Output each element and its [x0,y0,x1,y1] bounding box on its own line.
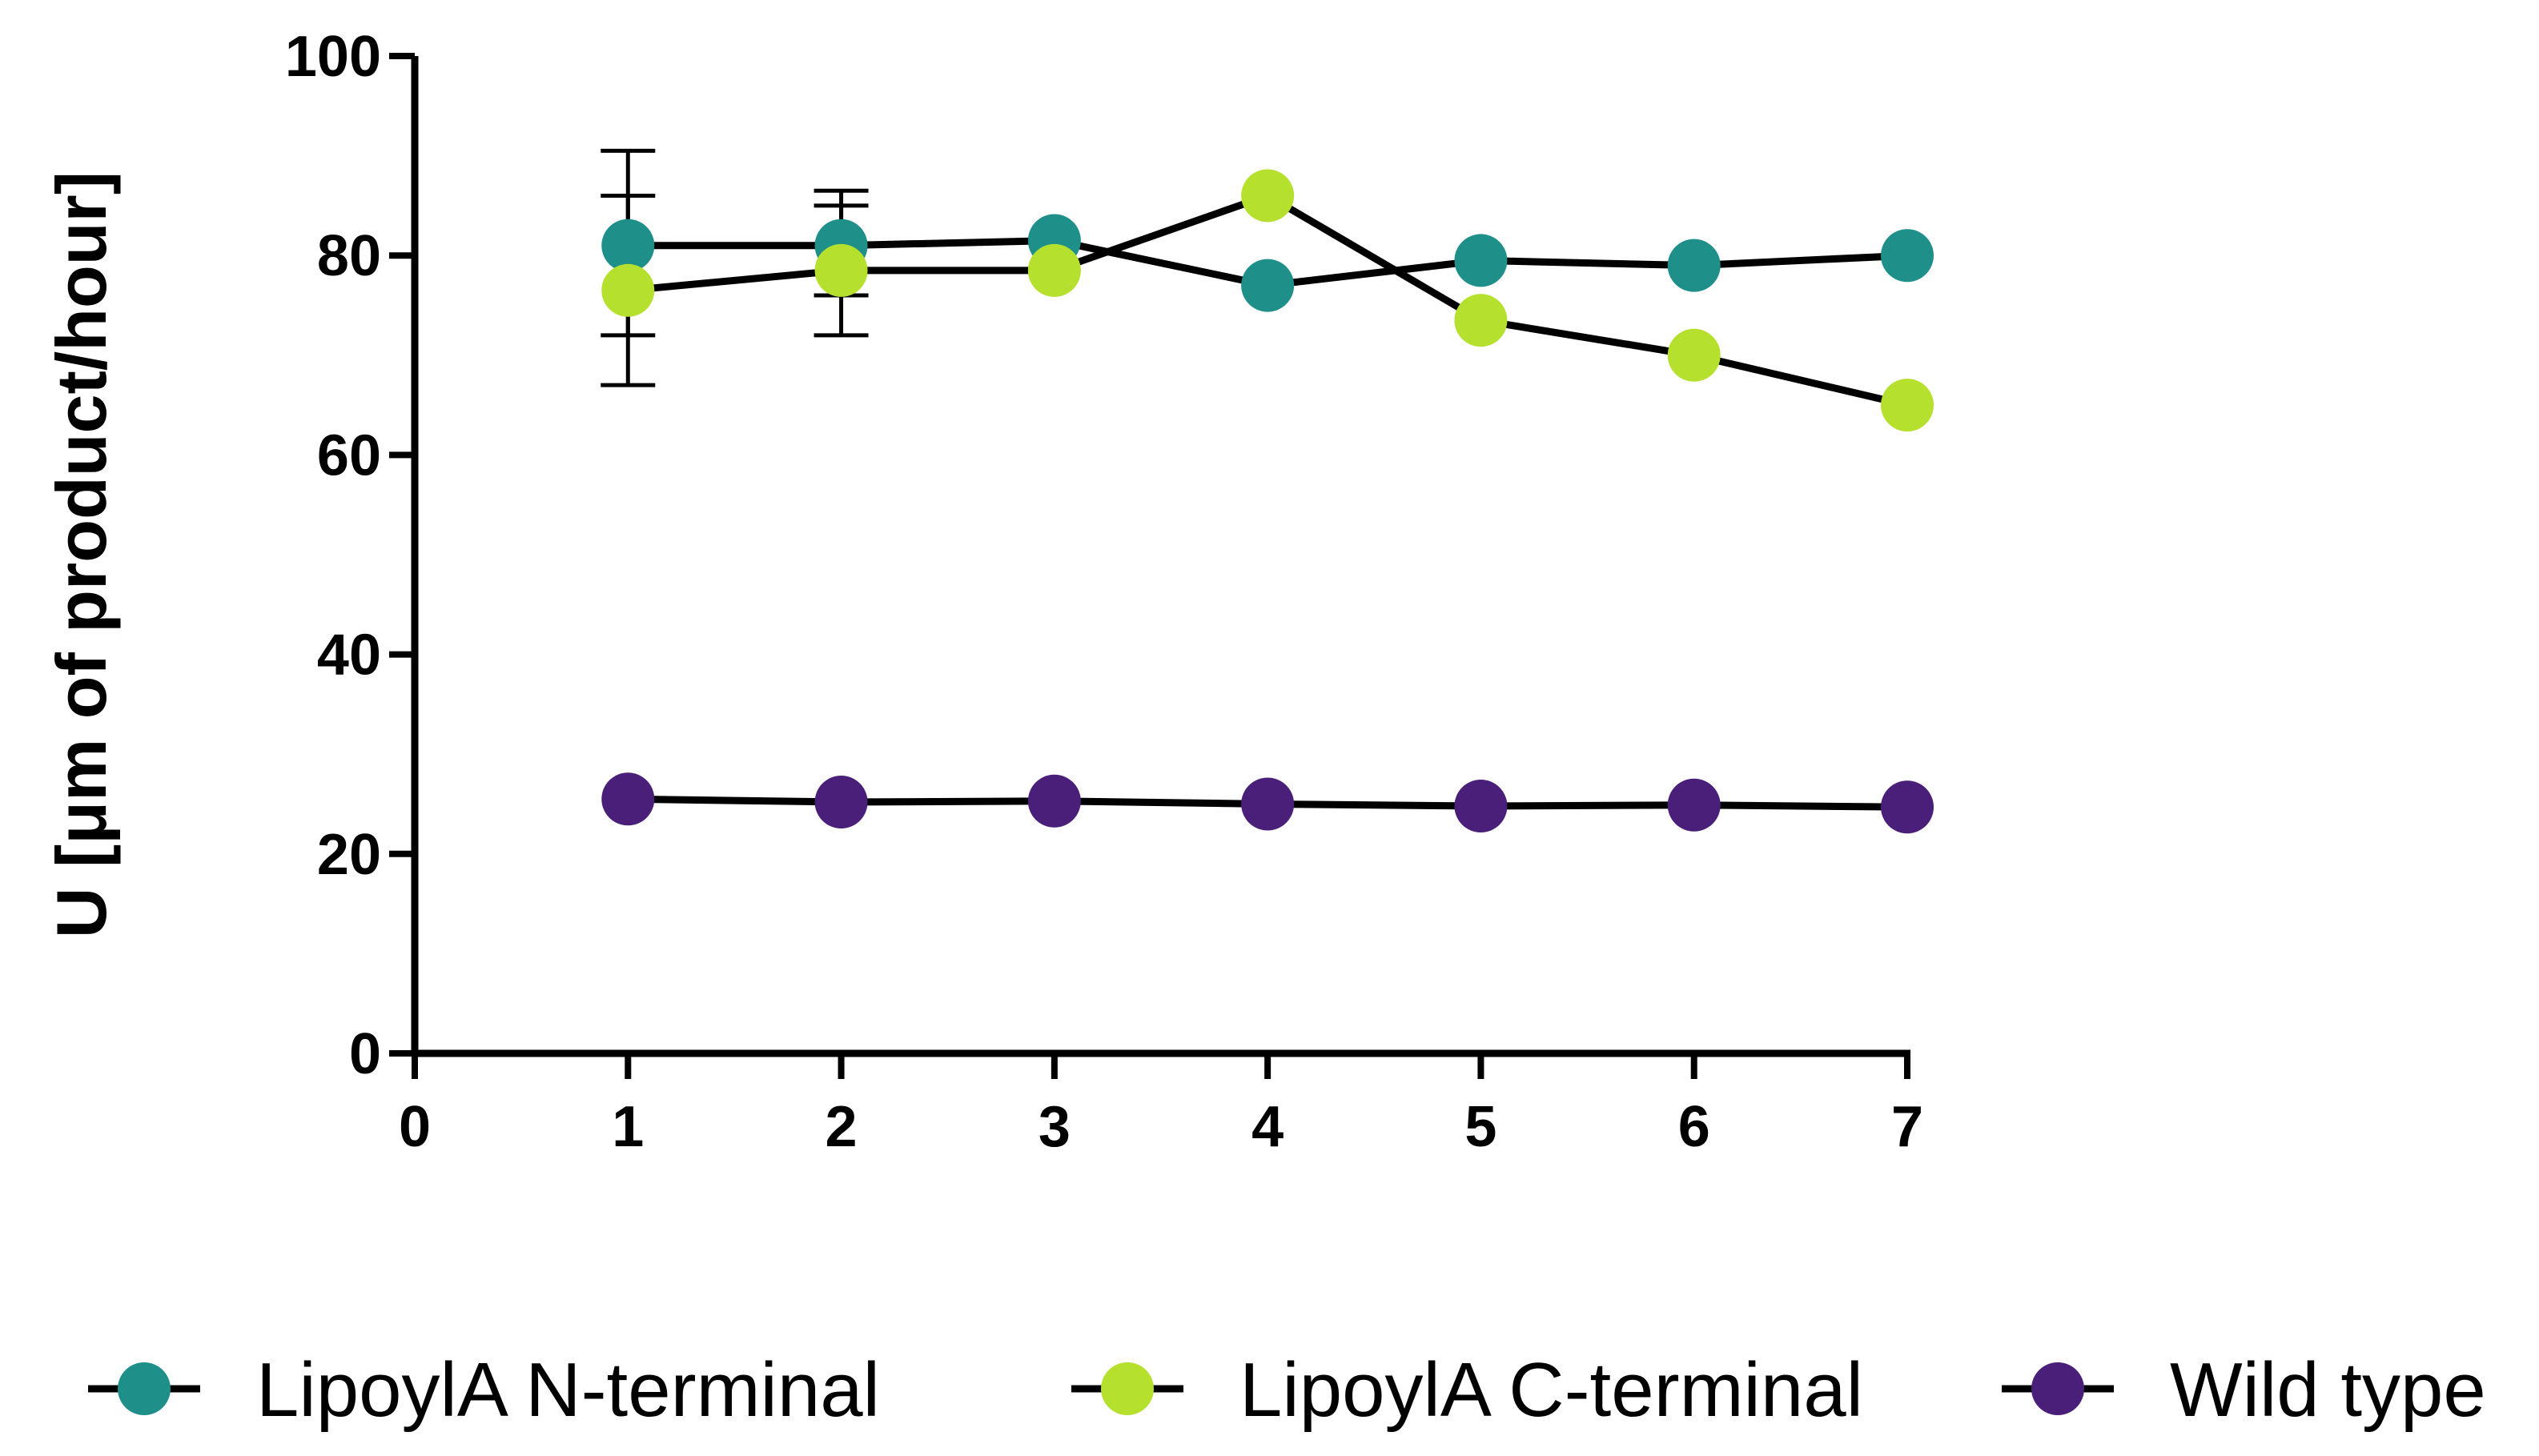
x-tick-label: 4 [1251,1095,1284,1159]
axes: 0 20 40 60 80 100 0 1 2 3 4 5 6 7 [285,25,1923,1159]
data-point [1881,780,1934,834]
legend-marker [1101,1362,1154,1415]
y-axis-title: U [μm of product/hour] [42,171,121,938]
x-tick-label: 7 [1891,1095,1923,1159]
x-tick-label: 6 [1678,1095,1710,1159]
x-tick-label: 5 [1464,1095,1496,1159]
data-point [601,263,655,317]
legend-item: Wild type [2002,1347,2486,1433]
data-point [1027,774,1081,828]
data-point [1241,169,1295,223]
data-point [1454,294,1508,347]
y-tick-label: 80 [317,224,381,288]
data-point [1881,229,1934,283]
x-tick-label: 3 [1038,1095,1071,1159]
y-tick-label: 40 [317,624,381,688]
y-tick-label: 100 [285,25,381,89]
data-point [1454,234,1508,287]
legend-label: LipoylA C-terminal [1239,1347,1863,1433]
y-tick-label: 0 [349,1022,381,1086]
data-point [814,243,868,297]
data-point [1241,777,1295,831]
x-tick-label: 0 [399,1095,431,1159]
plot-area [601,148,1934,834]
legend: LipoylA N-terminal LipoylA C-terminal Wild… [88,1347,2486,1433]
legend-item: LipoylA C-terminal [1071,1347,1863,1433]
y-axis-title-group: U [μm of product/hour] [42,171,121,938]
data-point [1667,239,1721,292]
data-point [1241,259,1295,312]
data-point [1027,243,1081,297]
data-point [601,772,655,826]
data-point [1454,779,1508,832]
x-tick-label: 2 [826,1095,858,1159]
data-point [1667,328,1721,382]
legend-marker [118,1362,171,1415]
x-tick-label: 1 [612,1095,644,1159]
legend-item: LipoylA N-terminal [88,1347,880,1433]
data-point [601,219,655,272]
y-tick-label: 20 [317,823,381,887]
data-point [1881,379,1934,432]
data-point [1667,778,1721,832]
legend-label: Wild type [2170,1347,2486,1433]
data-point [814,776,868,829]
legend-label: LipoylA N-terminal [256,1347,880,1433]
legend-marker [2031,1362,2084,1415]
y-tick-label: 60 [317,423,381,487]
